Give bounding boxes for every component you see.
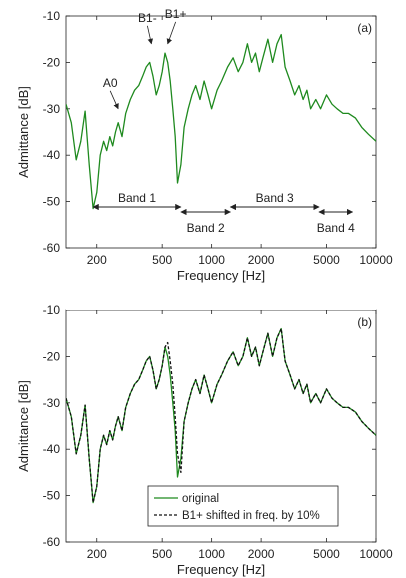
x-tick-label: 10000 — [359, 253, 393, 267]
band-label: Band 1 — [118, 191, 156, 205]
annotation-arrow — [147, 25, 154, 45]
y-tick-label: -10 — [43, 9, 61, 23]
x-tick-label: 200 — [87, 253, 107, 267]
annotation-label: B1- — [138, 11, 157, 25]
panel-label: (a) — [357, 21, 372, 35]
label-occluder — [66, 284, 376, 310]
x-tick-label: 500 — [152, 253, 172, 267]
y-tick-label: -50 — [43, 489, 61, 503]
x-axis-label: Frequency [Hz] — [177, 562, 265, 577]
band-label: Band 2 — [187, 221, 225, 235]
x-tick-label: 10000 — [359, 547, 393, 561]
panel-b: -60 -50 -40 -30 -20 -10 200 500 1000 2000 5000 1000… — [16, 303, 393, 577]
y-tick-label: -30 — [43, 102, 61, 116]
panel-a: -60 -50 -40 -30 -20 -10 200 500 1000 2000 5000 1000… — [16, 7, 393, 283]
annotation-arrow — [166, 21, 177, 45]
panel-label: (b) — [357, 315, 372, 329]
x-tick-label: 2000 — [248, 547, 275, 561]
y-tick-label: -40 — [43, 442, 61, 456]
x-tick-label: 1000 — [198, 253, 225, 267]
x-tick-label: 500 — [152, 547, 172, 561]
y-axis-label: Admittance [dB] — [16, 86, 31, 178]
series-line-0 — [66, 33, 376, 210]
y-tick-label: -50 — [43, 195, 61, 209]
y-tick-label: -60 — [43, 241, 61, 255]
annotation-label: B1+ — [165, 7, 187, 21]
series-line-1 — [66, 327, 376, 504]
x-tick-label: 5000 — [313, 547, 340, 561]
x-tick-label: 5000 — [313, 253, 340, 267]
series-line-0 — [66, 327, 376, 504]
x-axis-label-cut: Frequency [Hz] — [177, 268, 265, 283]
annotation-label: A0 — [103, 76, 118, 90]
y-tick-label: -20 — [43, 349, 61, 363]
y-tick-label: -10 — [43, 303, 61, 317]
band-label: Band 3 — [256, 191, 294, 205]
legend-entry: B1+ shifted in freq. by 10% — [182, 510, 320, 522]
y-tick-label: -20 — [43, 55, 61, 69]
y-tick-label: -60 — [43, 535, 61, 549]
legend-entry: original — [182, 493, 219, 505]
y-axis-label: Admittance [dB] — [16, 380, 31, 472]
band-label: Band 4 — [317, 221, 355, 235]
y-tick-label: -40 — [43, 148, 61, 162]
x-tick-label: 2000 — [248, 253, 275, 267]
annotation-arrow — [109, 90, 119, 110]
legend-box — [147, 485, 339, 527]
x-tick-label: 200 — [87, 547, 107, 561]
y-tick-label: -30 — [43, 396, 61, 410]
x-tick-label: 1000 — [198, 547, 225, 561]
plot-frame — [65, 15, 377, 249]
